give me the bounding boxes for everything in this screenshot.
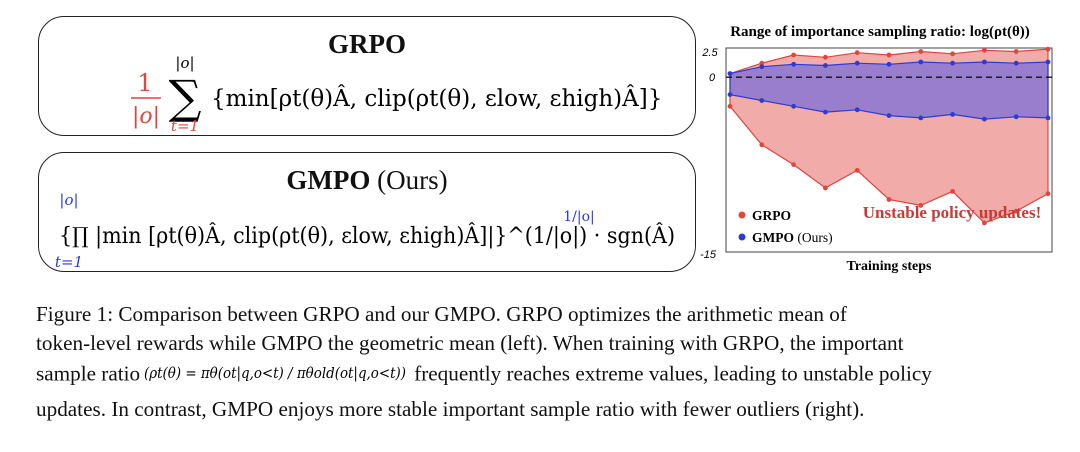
point-grpo-lower-0 bbox=[727, 103, 733, 109]
legend-marker-grpo bbox=[738, 211, 746, 219]
point-grpo-upper-6 bbox=[918, 49, 924, 54]
svg-text:(ρt(θ) = πθ(ot|q,o<t) / πθold(: (ρt(θ) = πθ(ot|q,o<t) / πθold(ot|q,o<t)) bbox=[144, 364, 406, 382]
gmpo-formula-svg: |o| t=1 1/|o| {∏ |min [ρt(θ)Â, clip(ρt(θ… bbox=[55, 191, 675, 271]
y-tick-top: 2.5 bbox=[701, 47, 718, 59]
point-gmpo-lower-8 bbox=[982, 116, 987, 122]
grpo-box-title: GRPO bbox=[328, 29, 406, 59]
y-tick-bottom: -15 bbox=[700, 249, 717, 261]
gmpo-prod-upper: |o| bbox=[59, 191, 78, 209]
point-grpo-upper-10 bbox=[1045, 46, 1051, 52]
point-grpo-lower-8 bbox=[982, 220, 987, 226]
gmpo-formula: |o| t=1 1/|o| {∏ |min [ρt(θ)Â, clip(ρt(θ… bbox=[39, 191, 695, 271]
point-gmpo-lower-4 bbox=[854, 107, 860, 113]
point-gmpo-upper-5 bbox=[886, 61, 892, 67]
point-gmpo-upper-2 bbox=[791, 61, 796, 67]
figure-caption: Figure 1: Comparison between GRPO and ou… bbox=[36, 300, 1046, 423]
caption-line-4: updates. In contrast, GMPO enjoys more s… bbox=[36, 396, 865, 421]
y-tick-zero: 0 bbox=[709, 72, 716, 84]
caption-ratio-formula: (ρt(θ) = πθ(ot|q,o<t) / πθold(ot|q,o<t)) bbox=[144, 357, 410, 395]
grpo-formula: 1 |o| |o| ∑ t=1 {min[ρt(θ)Â, clip(ρt(θ),… bbox=[39, 54, 695, 135]
point-grpo-upper-5 bbox=[886, 52, 892, 58]
point-gmpo-upper-1 bbox=[759, 64, 765, 70]
grpo-coef-denominator: |o| bbox=[132, 104, 160, 129]
point-grpo-upper-1 bbox=[759, 60, 765, 66]
point-gmpo-upper-0 bbox=[727, 71, 733, 76]
importance-ratio-chart: Range of importance sampling ratio: log(… bbox=[690, 14, 1070, 276]
point-gmpo-lower-3 bbox=[823, 109, 828, 115]
importance-ratio-chart-svg: Range of importance sampling ratio: log(… bbox=[700, 24, 1053, 274]
point-grpo-lower-5 bbox=[886, 197, 892, 202]
grpo-formula-body: {min[ρt(θ)Â, clip(ρt(θ), εlow, εhigh)Â]} bbox=[211, 85, 662, 112]
grpo-formula-svg: 1 |o| |o| ∑ t=1 {min[ρt(θ)Â, clip(ρt(θ),… bbox=[131, 54, 662, 135]
point-grpo-upper-2 bbox=[791, 52, 796, 58]
chart-title: Range of importance sampling ratio: log(… bbox=[730, 24, 1030, 40]
x-axis-label: Training steps bbox=[847, 259, 932, 274]
gmpo-prod-lower: t=1 bbox=[55, 253, 83, 267]
point-grpo-lower-9 bbox=[1013, 208, 1019, 214]
point-grpo-lower-2 bbox=[791, 162, 796, 168]
legend-label-grpo: GRPO bbox=[752, 208, 791, 223]
caption-line-3: sample ratio (ρt(θ) = πθ(ot|q,o<t) / πθol… bbox=[36, 357, 1046, 395]
point-gmpo-lower-1 bbox=[759, 98, 765, 103]
point-grpo-upper-4 bbox=[854, 50, 860, 56]
point-gmpo-upper-4 bbox=[854, 60, 860, 66]
point-gmpo-lower-7 bbox=[950, 112, 955, 117]
series-bands bbox=[727, 46, 1051, 226]
point-grpo-upper-8 bbox=[982, 47, 987, 53]
gmpo-formula-body: {∏ |min [ρt(θ)Â, clip(ρt(θ), εlow, εhigh… bbox=[59, 222, 675, 249]
legend-label-gmpo: GMPO (Ours) bbox=[752, 230, 833, 245]
point-grpo-upper-7 bbox=[950, 51, 955, 57]
point-gmpo-lower-9 bbox=[1013, 114, 1019, 120]
point-grpo-lower-7 bbox=[950, 189, 955, 194]
point-gmpo-upper-8 bbox=[982, 59, 987, 65]
grpo-sum-lower: t=1 bbox=[171, 117, 199, 131]
point-gmpo-upper-3 bbox=[823, 63, 828, 68]
point-gmpo-lower-10 bbox=[1045, 115, 1051, 121]
grpo-coef-numerator: 1 bbox=[137, 69, 152, 97]
point-grpo-upper-3 bbox=[823, 54, 828, 60]
point-gmpo-lower-6 bbox=[918, 115, 924, 121]
grpo-formula-box: GRPO 1 |o| |o| ∑ t=1 {min[ρt(θ)Â, clip(ρ… bbox=[38, 16, 696, 136]
point-grpo-lower-6 bbox=[918, 203, 924, 208]
gmpo-box-title: GMPO (Ours) bbox=[286, 165, 448, 195]
point-grpo-lower-1 bbox=[759, 142, 765, 148]
caption-line-2: token-level rewards while GMPO the geome… bbox=[36, 330, 904, 355]
point-gmpo-upper-9 bbox=[1013, 60, 1019, 66]
sum-symbol-icon: ∑ bbox=[169, 70, 202, 124]
point-gmpo-lower-5 bbox=[886, 113, 892, 118]
point-gmpo-upper-6 bbox=[918, 59, 924, 65]
point-gmpo-lower-0 bbox=[727, 92, 733, 97]
plot-frame bbox=[725, 47, 1053, 253]
caption-line-1: Figure 1: Comparison between GRPO and ou… bbox=[36, 302, 847, 326]
point-grpo-lower-10 bbox=[1045, 191, 1051, 197]
grpo-sum-upper: |o| bbox=[175, 55, 194, 72]
point-gmpo-upper-10 bbox=[1045, 59, 1051, 65]
unstable-annotation: Unstable policy updates! bbox=[863, 203, 1042, 222]
gmpo-exponent: 1/|o| bbox=[563, 209, 595, 225]
legend-marker-gmpo bbox=[738, 233, 746, 241]
point-grpo-lower-3 bbox=[823, 185, 828, 191]
point-gmpo-upper-7 bbox=[950, 60, 955, 66]
point-gmpo-lower-2 bbox=[791, 103, 796, 109]
point-grpo-upper-9 bbox=[1013, 49, 1019, 54]
point-grpo-lower-4 bbox=[854, 168, 860, 173]
gmpo-formula-box: GMPO (Ours) |o| t=1 1/|o| {∏ |min [ρt(θ)… bbox=[38, 152, 696, 272]
